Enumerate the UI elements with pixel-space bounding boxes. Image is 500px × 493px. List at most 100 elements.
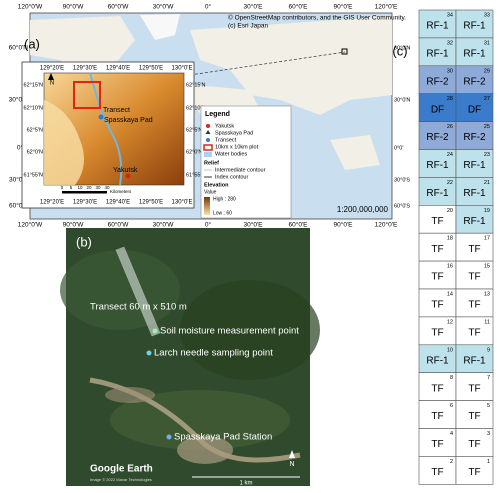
scale-tick: 10 <box>77 185 83 190</box>
inset-lat-label: 62°5'N <box>186 127 202 133</box>
lon-label: 30°0'W <box>153 221 175 229</box>
plot-cell <box>455 232 494 262</box>
cell-number: 4 <box>450 431 453 437</box>
legend-text: High : 280 <box>213 196 236 202</box>
cell-number: 28 <box>447 96 453 102</box>
legend-text: Spasskaya Pad <box>215 130 253 136</box>
cell-label: TF <box>431 383 443 394</box>
place-label: Transect <box>103 107 130 114</box>
cell-number: 9 <box>487 347 490 353</box>
legend-text: Index contour <box>215 174 248 180</box>
inset-lon-label: 129°40'E <box>106 200 130 206</box>
legend-text: Low : 60 <box>213 210 232 216</box>
cell-label: TF <box>468 439 480 450</box>
plot-cell <box>455 149 494 178</box>
lon-label: 120°0'W <box>18 221 43 229</box>
lon-label: 30°0'E <box>243 3 263 11</box>
legend-text: Intermediate contour <box>215 167 266 173</box>
cell-number: 13 <box>484 291 490 297</box>
inset-lat-label: 62°0'N <box>27 149 43 155</box>
scale-tick: 40 <box>104 185 110 190</box>
plot-cell <box>418 93 457 122</box>
map-axes: 120°0'W 120°0'W 90°0'W 90°0'W 60°0'W 60°0'W 30… <box>9 3 411 229</box>
cell-number: 15 <box>484 264 490 270</box>
cell-number: 31 <box>484 40 490 46</box>
inset-lon-label: 129°20'E <box>40 66 64 72</box>
lat-label: 60°0'S <box>9 202 29 210</box>
cell-number: 32 <box>447 40 453 46</box>
place-label: Yakutsk <box>113 167 138 174</box>
cell-number: 33 <box>484 12 490 18</box>
panel-label: (a) <box>24 36 40 51</box>
plot-cell <box>455 316 494 346</box>
north-label: N <box>289 461 294 468</box>
cell-number: 23 <box>484 152 490 158</box>
plot-cell <box>418 260 457 290</box>
lat-label: 30°0'S <box>9 176 29 184</box>
cell-label: TF <box>468 300 480 311</box>
cell-label: TF <box>468 272 480 283</box>
cell-number: 5 <box>487 403 490 409</box>
legend-text: Value <box>204 189 217 195</box>
inset-map <box>21 61 195 209</box>
cell-label: DF <box>468 104 481 115</box>
cell-label: RF-1 <box>426 160 449 171</box>
plot-cell <box>418 400 457 429</box>
cell-label: TF <box>468 244 480 255</box>
lon-label: 90°0'W <box>63 221 85 229</box>
legend-text: Legend <box>205 111 230 118</box>
lat-label: 60°0'N <box>9 44 29 52</box>
legend-text: Water bodies <box>215 151 247 157</box>
legend-text: Elevation <box>204 182 229 188</box>
cell-label: TF <box>431 439 443 450</box>
cell-label: RF-1 <box>426 355 449 366</box>
plot-cell <box>455 288 494 318</box>
place-label: Spasskaya Pad <box>104 117 153 124</box>
inset-lat-label: 62°15'N <box>24 82 43 88</box>
cell-label: TF <box>431 216 443 227</box>
lat-label: 60°0'N <box>394 45 410 51</box>
cell-label: TF <box>468 327 480 338</box>
cell-number: 29 <box>484 68 490 74</box>
cell-label: RF-1 <box>463 21 486 32</box>
logo: Google Earth <box>90 464 153 475</box>
image-label: Spasskaya Pad Station <box>174 432 272 443</box>
scale-tick: 30 <box>95 185 101 190</box>
cell-number: 25 <box>484 124 490 130</box>
legend-text: 10km x 10km plot <box>215 144 259 150</box>
cell-label: TF <box>431 272 443 283</box>
cell-number: 10 <box>447 347 453 353</box>
plot-cell <box>455 121 494 150</box>
lon-label: 30°0'E <box>243 221 263 229</box>
credit: (c) Esri Japan <box>228 23 268 30</box>
plot-cell <box>455 65 494 95</box>
lon-label: 90°0'W <box>63 3 85 11</box>
cell-label: RF-1 <box>463 48 486 59</box>
inset-lat-label: 62°10'N <box>186 105 205 111</box>
inset-lon-label: 130°0'E <box>172 66 193 72</box>
plot-cell <box>418 344 457 373</box>
legend-text: Relief <box>204 160 219 166</box>
inset-lat-label: 62°5'N <box>27 127 43 133</box>
cell-number: 3 <box>487 431 490 437</box>
cell-number: 14 <box>447 291 453 297</box>
cell-number: 27 <box>484 96 490 102</box>
cell-number: 26 <box>447 124 453 130</box>
cell-label: TF <box>431 300 443 311</box>
cell-number: 12 <box>447 319 453 325</box>
plot-cell <box>455 344 494 373</box>
plot-cell <box>418 288 457 318</box>
cell-label: TF <box>468 411 480 422</box>
cell-label: RF-2 <box>463 76 486 87</box>
image-credit: Image © 2022 Maxar Technologies <box>90 477 152 482</box>
panel-label: (c) <box>392 43 407 58</box>
lon-label: 0° <box>205 221 212 229</box>
cell-label: RF-1 <box>426 188 449 199</box>
cell-number: 34 <box>447 12 453 18</box>
inset-lon-label: 129°50'E <box>139 66 163 72</box>
lat-label: 30°0'N <box>9 96 29 104</box>
plot-cell <box>455 372 494 401</box>
cell-label: TF <box>431 244 443 255</box>
cell-label: TF <box>431 411 443 422</box>
